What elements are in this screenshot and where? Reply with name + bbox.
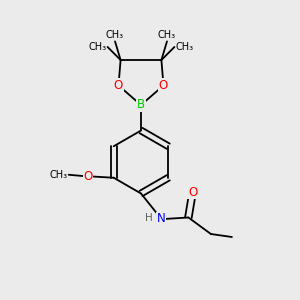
Text: O: O bbox=[159, 79, 168, 92]
Text: O: O bbox=[84, 170, 93, 183]
Text: CH₃: CH₃ bbox=[175, 42, 194, 52]
Text: CH₃: CH₃ bbox=[158, 30, 176, 40]
Text: O: O bbox=[188, 186, 197, 199]
Text: B: B bbox=[137, 98, 145, 112]
Text: H: H bbox=[145, 213, 152, 224]
Text: N: N bbox=[157, 212, 166, 226]
Text: O: O bbox=[114, 79, 123, 92]
Text: CH₃: CH₃ bbox=[50, 170, 68, 180]
Text: CH₃: CH₃ bbox=[106, 30, 124, 40]
Text: CH₃: CH₃ bbox=[88, 42, 107, 52]
